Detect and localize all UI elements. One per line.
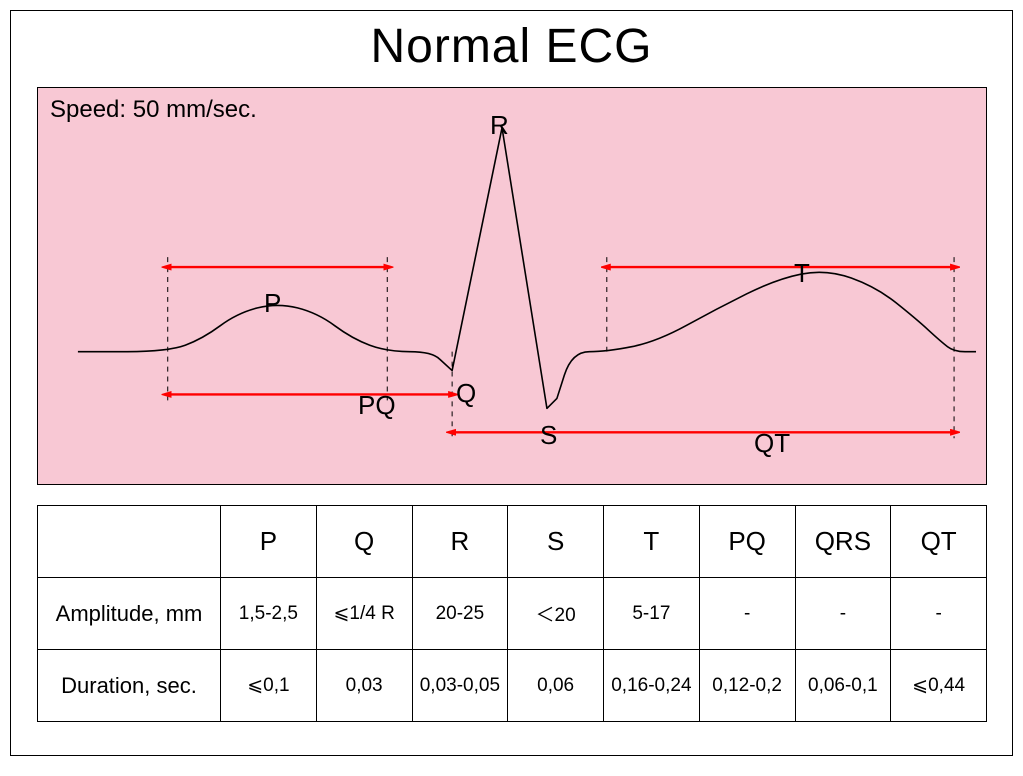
table-cell: ⩽0,44 [891, 650, 987, 722]
row-header: Duration, sec. [38, 650, 221, 722]
ecg-waveform-svg [38, 88, 986, 484]
ecg-table-wrap: PQRSTPQQRSQTAmplitude, mm1,5-2,5⩽1/4 R20… [37, 505, 987, 722]
table-cell: 0,12-0,2 [699, 650, 795, 722]
table-cell: - [891, 578, 987, 650]
table-cell: - [795, 578, 891, 650]
ecg-chart: Speed: 50 mm/sec. PQRSTPQQT [37, 87, 987, 485]
wave-label-r: R [490, 110, 509, 141]
speed-label: Speed: 50 mm/sec. [50, 96, 257, 124]
table-cell: 0,16-0,24 [604, 650, 700, 722]
table-cell: 0,06-0,1 [795, 650, 891, 722]
column-header-q: Q [316, 506, 412, 578]
wave-label-q: Q [456, 378, 476, 409]
row-header: Amplitude, mm [38, 578, 221, 650]
table-cell: 1,5-2,5 [221, 578, 317, 650]
column-header-p: P [221, 506, 317, 578]
table-cell: ⩽0,1 [221, 650, 317, 722]
table-row: Duration, sec.⩽0,10,030,03-0,050,060,16-… [38, 650, 987, 722]
wave-label-qt: QT [754, 428, 790, 459]
table-cell: ⩽1/4 R [316, 578, 412, 650]
column-header-qrs: QRS [795, 506, 891, 578]
table-cell: 0,03-0,05 [412, 650, 508, 722]
table-cell: 0,06 [508, 650, 604, 722]
wave-label-p: P [264, 288, 281, 319]
table-cell: - [699, 578, 795, 650]
ecg-table: PQRSTPQQRSQTAmplitude, mm1,5-2,5⩽1/4 R20… [37, 505, 987, 722]
column-header-qt: QT [891, 506, 987, 578]
table-corner-cell [38, 506, 221, 578]
table-cell: 5-17 [604, 578, 700, 650]
column-header-pq: PQ [699, 506, 795, 578]
wave-label-t: T [794, 258, 810, 289]
column-header-t: T [604, 506, 700, 578]
wave-label-pq: PQ [358, 390, 396, 421]
wave-label-s: S [540, 420, 557, 451]
column-header-r: R [412, 506, 508, 578]
table-cell: 0,03 [316, 650, 412, 722]
table-cell: ＜20 [508, 578, 604, 650]
page-frame: Normal ECG Speed: 50 mm/sec. PQRSTPQQT P… [10, 10, 1013, 756]
table-cell: 20-25 [412, 578, 508, 650]
column-header-s: S [508, 506, 604, 578]
page-title: Normal ECG [11, 19, 1012, 74]
table-row: Amplitude, mm1,5-2,5⩽1/4 R20-25＜205-17--… [38, 578, 987, 650]
